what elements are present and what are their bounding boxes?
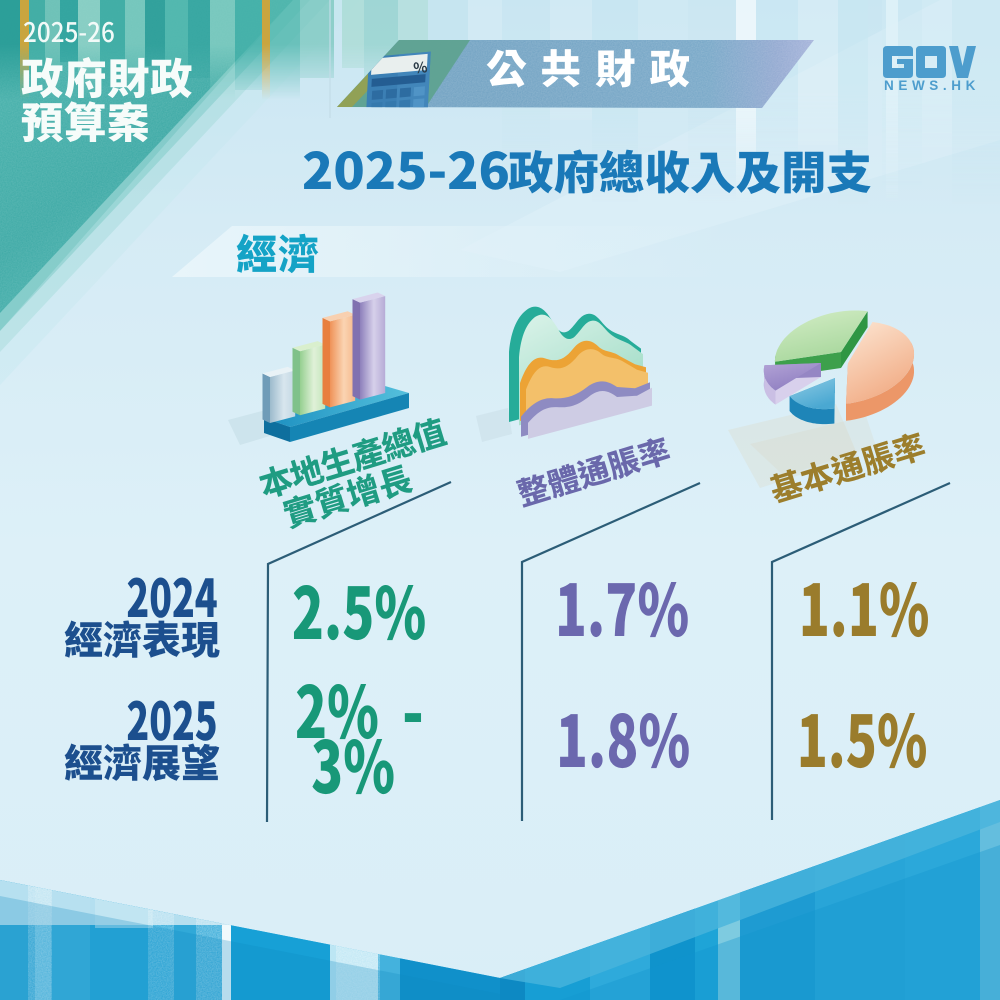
svg-text:NEWS.HK: NEWS.HK [884,78,980,93]
